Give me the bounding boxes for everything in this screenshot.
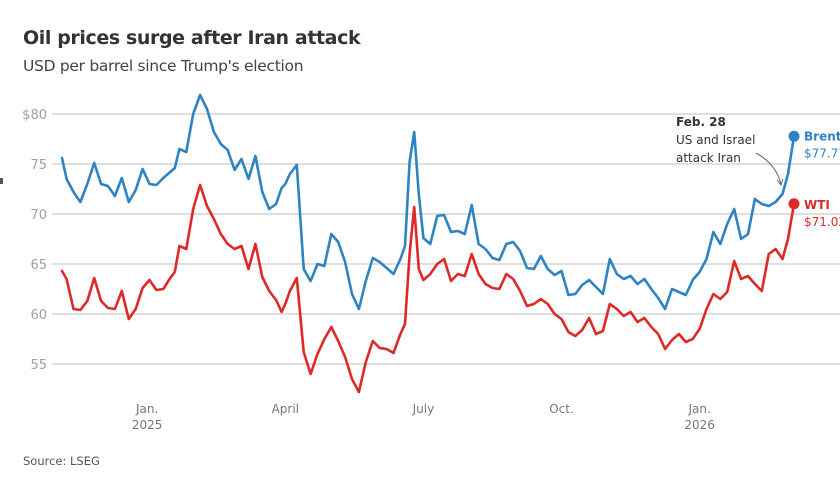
chart-subtitle: USD per barrel since Trump's election [23, 57, 304, 75]
y-tick-label: 55 [30, 358, 47, 373]
brent-end-marker [788, 130, 800, 142]
grid-lines [52, 113, 840, 365]
y-tick-label: 65 [30, 258, 47, 273]
source-note: Source: LSEG [23, 454, 100, 468]
y-tick-label: 75 [30, 158, 47, 173]
x-tick-label: Jan. [135, 402, 158, 416]
wti-legend-label: WTI [804, 198, 830, 212]
brent-line [60, 93, 796, 311]
x-tick-year-label: 2025 [132, 418, 163, 432]
brent-legend-label: Brent [804, 129, 840, 143]
y-axis-ticks: $80 75 70 65 60 55 [22, 108, 47, 373]
y-tick-label: $80 [22, 108, 47, 123]
annotation-feb28: Feb. 28 US and Israel attack Iran [676, 115, 784, 187]
wti-line [60, 183, 796, 394]
annotation-title: Feb. 28 [676, 115, 726, 129]
chart-title: Oil prices surge after Iran attack [23, 27, 361, 49]
wti-last-value: $71.02 [804, 215, 840, 229]
x-tick-label: Jan. [687, 402, 710, 416]
stray-mark [0, 178, 3, 184]
y-tick-label: 70 [30, 208, 47, 223]
series-end-labels: Brent $77.77 WTI $71.02 [788, 129, 840, 229]
x-tick-label: Oct. [549, 402, 574, 416]
y-tick-label: 60 [30, 308, 47, 323]
series-lines [60, 93, 796, 394]
annotation-arrow [755, 152, 782, 185]
x-tick-label: April [272, 402, 299, 416]
brent-last-value: $77.77 [804, 146, 840, 160]
annotation-line-2: attack Iran [676, 151, 741, 165]
x-tick-year-label: 2026 [684, 418, 715, 432]
annotation-line-1: US and Israel [676, 133, 755, 147]
arrow-head-icon [776, 178, 784, 187]
x-tick-label: July [412, 402, 435, 416]
x-axis-ticks: Jan. 2025 April July Oct. Jan. 2026 [132, 402, 715, 432]
wti-end-marker [788, 198, 800, 210]
